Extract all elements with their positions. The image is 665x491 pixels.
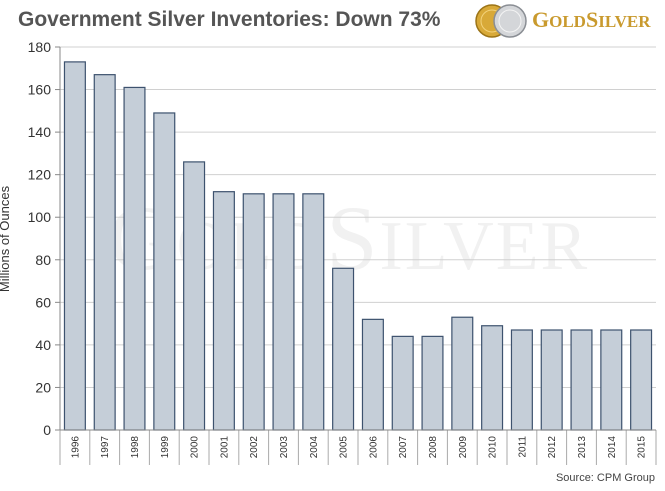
y-tick-label: 0 xyxy=(43,422,51,438)
bar-2011 xyxy=(510,329,533,431)
bar-1997 xyxy=(93,74,116,431)
source-note: Source: CPM Group xyxy=(555,472,655,484)
bar-2003 xyxy=(272,193,295,431)
bar-1999 xyxy=(153,112,176,431)
bar-2004 xyxy=(302,193,325,431)
bar-2005 xyxy=(332,267,355,431)
x-tick-label: 2001 xyxy=(219,436,230,459)
bar-2014 xyxy=(600,329,623,431)
x-tick-label: 2014 xyxy=(607,436,618,459)
bar-2001 xyxy=(212,191,235,431)
bar-2012 xyxy=(540,329,563,431)
x-tick-label: 1998 xyxy=(130,436,141,459)
y-axis-label: Millions of Ounces xyxy=(0,185,12,292)
bar-2000 xyxy=(183,161,206,431)
y-tick-label: 180 xyxy=(28,39,52,55)
y-tick-label: 140 xyxy=(28,124,52,140)
x-tick-label: 2007 xyxy=(398,436,409,459)
chart-title: Government Silver Inventories: Down 73% xyxy=(18,8,441,31)
x-tick-label: 2015 xyxy=(637,436,648,459)
x-tick-label: 2011 xyxy=(517,436,528,458)
x-tick-label: 2003 xyxy=(279,436,290,459)
y-tick-label: 20 xyxy=(35,379,51,395)
y-tick-label: 80 xyxy=(35,252,51,268)
x-tick-label: 2013 xyxy=(577,436,588,459)
x-tick-label: 2009 xyxy=(458,436,469,459)
bar-2008 xyxy=(421,335,444,431)
logo-wordmark: GOLDSILVER xyxy=(532,7,651,32)
y-tick-label: 100 xyxy=(28,209,52,225)
x-tick-label: 2005 xyxy=(339,436,350,459)
bar-1996 xyxy=(63,61,86,431)
bar-2002 xyxy=(242,193,265,431)
x-tick-label: 2000 xyxy=(190,436,201,459)
x-tick-label: 1996 xyxy=(70,436,81,459)
goldsilver-logo[interactable]: GOLDSILVER xyxy=(470,1,660,41)
y-tick-label: 160 xyxy=(28,82,52,98)
x-tick-label: 2012 xyxy=(547,436,558,459)
bar-2015 xyxy=(630,329,653,431)
x-tick-label: 1999 xyxy=(160,436,171,459)
x-tick-label: 1997 xyxy=(100,436,111,459)
y-tick-label: 120 xyxy=(28,167,52,183)
y-tick-label: 40 xyxy=(35,337,51,353)
x-tick-label: 2002 xyxy=(249,436,260,459)
bar-2009 xyxy=(451,316,474,431)
bar-2007 xyxy=(391,335,414,431)
bar-2010 xyxy=(481,325,504,431)
x-tick-label: 2004 xyxy=(309,436,320,459)
x-tick-label: 2008 xyxy=(428,436,439,459)
bar-2013 xyxy=(570,329,593,431)
bar-1998 xyxy=(123,86,146,431)
y-tick-label: 60 xyxy=(35,294,51,310)
x-tick-label: 2006 xyxy=(368,436,379,459)
bar-2006 xyxy=(361,318,384,431)
coins-icon xyxy=(475,4,527,38)
x-tick-label: 2010 xyxy=(488,436,499,459)
